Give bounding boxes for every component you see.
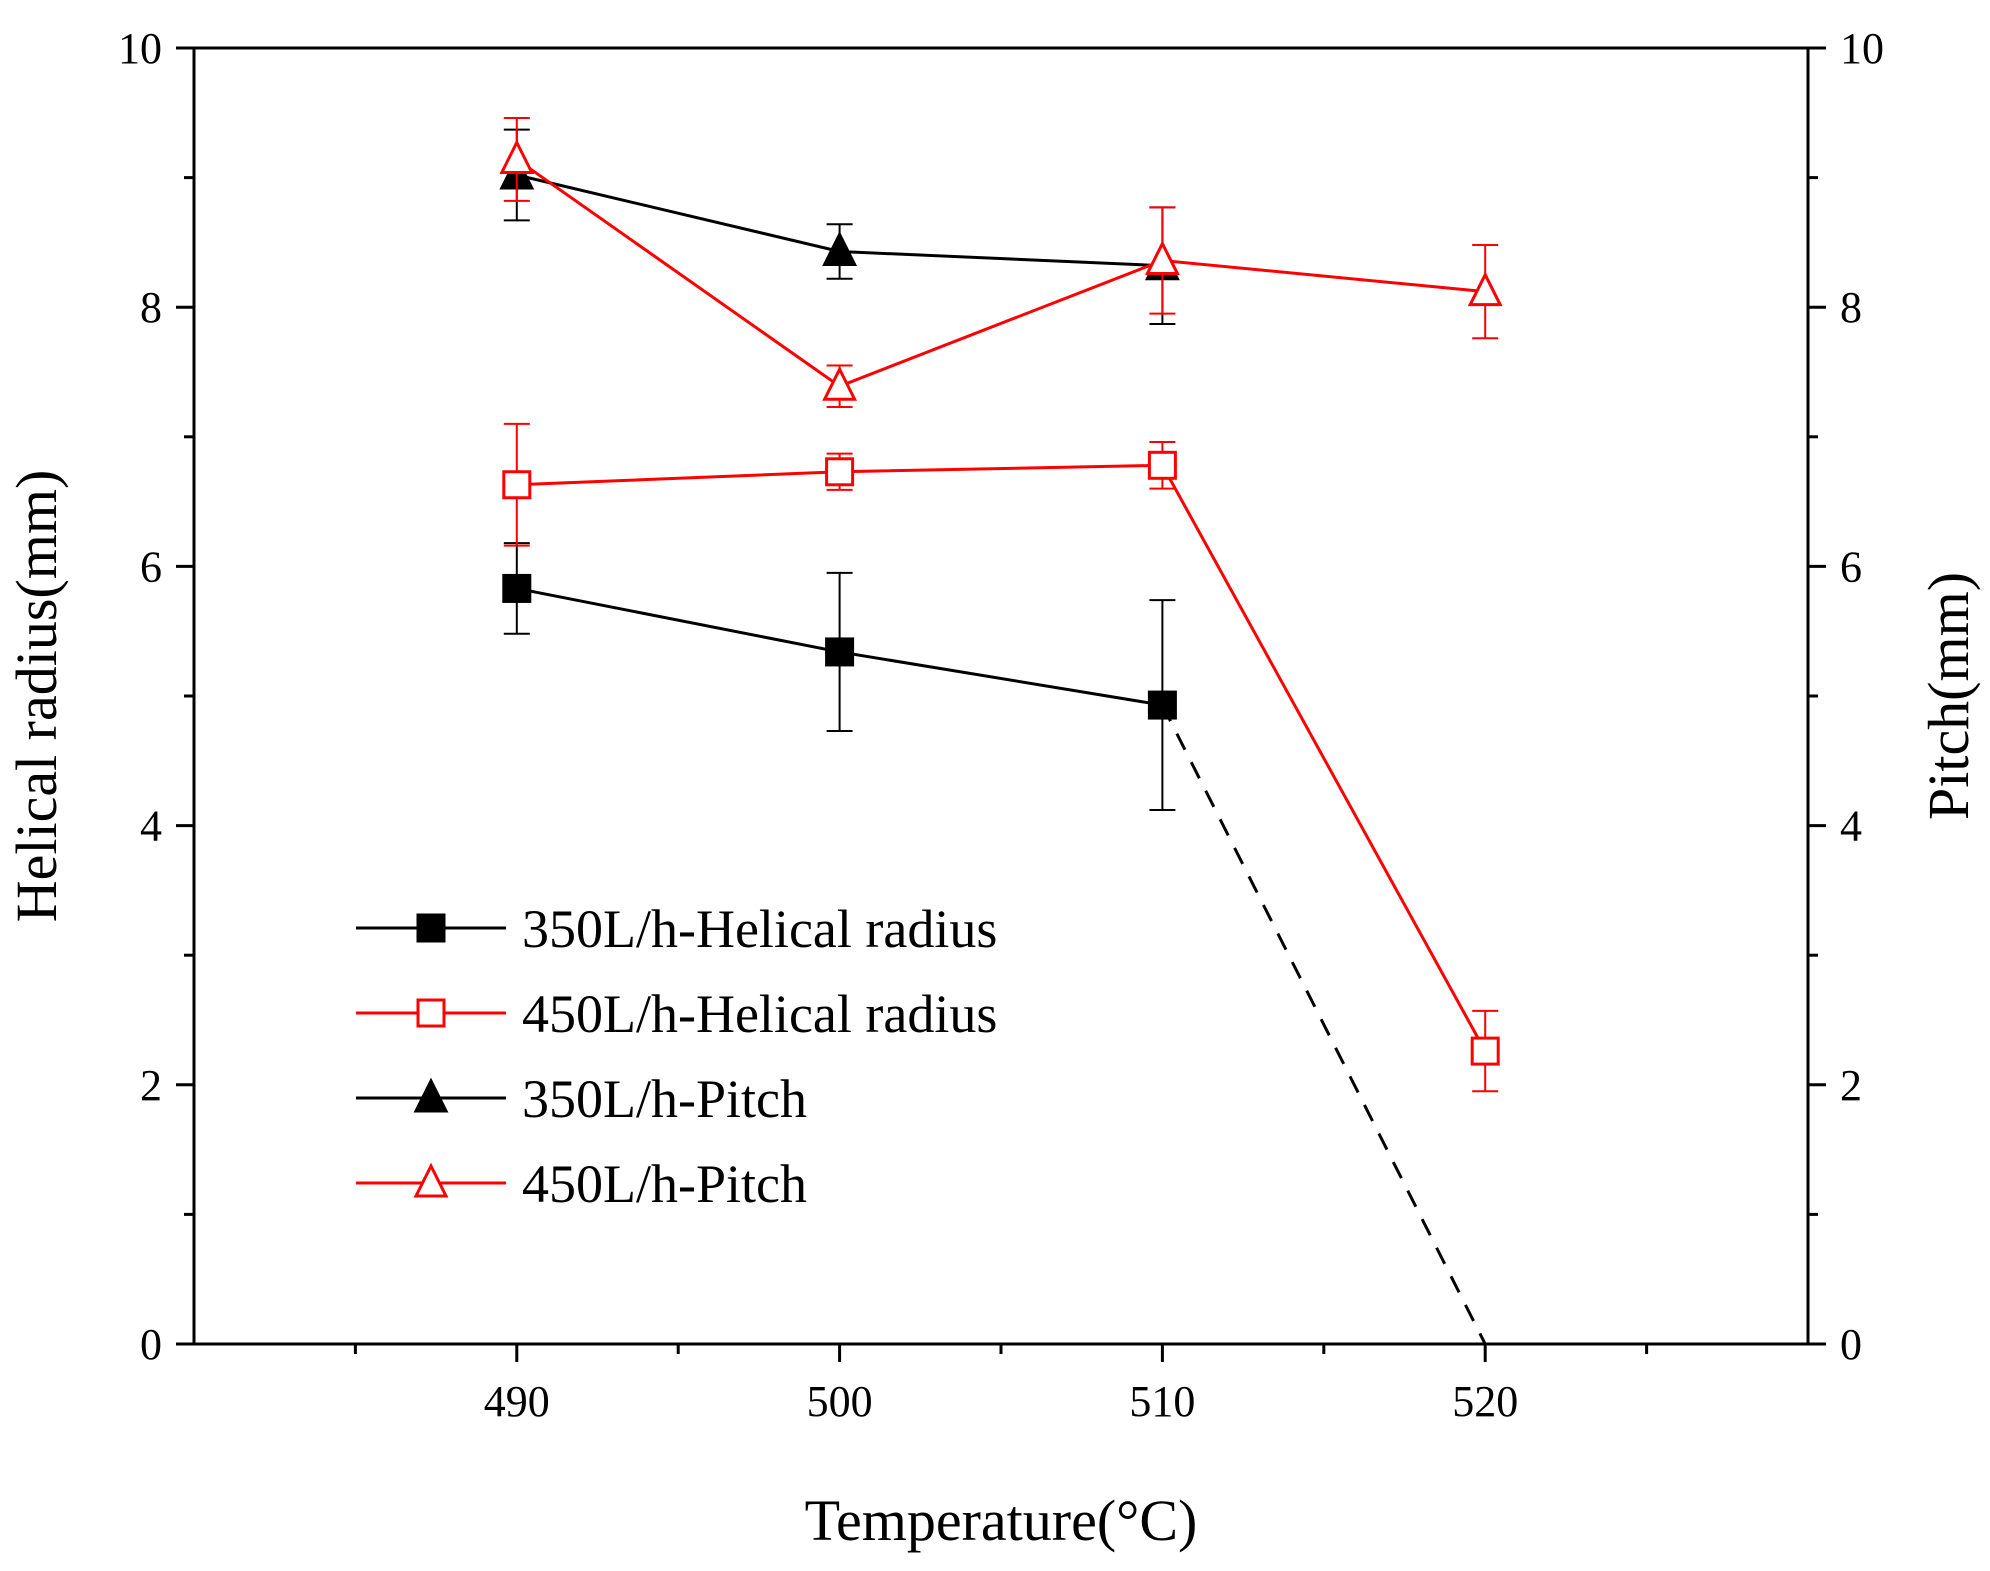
y-right-axis-title: Pitch(mm) bbox=[1916, 572, 1981, 820]
y-left-tick-label: 6 bbox=[140, 542, 162, 591]
y-right-tick-label: 6 bbox=[1840, 542, 1862, 591]
data-point bbox=[1470, 1036, 1500, 1066]
data-point bbox=[1144, 240, 1180, 276]
series-line bbox=[516, 463, 1487, 1052]
plot-area bbox=[499, 116, 1503, 1345]
legend: 350L/h-Helical radius 450L/h-Helical radi… bbox=[356, 899, 997, 1214]
y-right-tick-label: 0 bbox=[1840, 1320, 1862, 1369]
x-tick-label: 510 bbox=[1129, 1377, 1195, 1426]
plot-frame bbox=[192, 46, 1810, 1346]
legend-entry: 350L/h-Pitch bbox=[356, 1069, 807, 1129]
data-point bbox=[822, 365, 858, 401]
data-point bbox=[499, 139, 535, 174]
data-point bbox=[1147, 450, 1177, 480]
data-point bbox=[825, 637, 855, 667]
y-left-tick-label: 0 bbox=[140, 1320, 162, 1369]
y-left-tick-label: 8 bbox=[140, 283, 162, 332]
data-point bbox=[502, 470, 532, 500]
y-right-tick-label: 10 bbox=[1840, 24, 1884, 73]
legend-marker bbox=[413, 1077, 449, 1113]
legend-label: 350L/h-Pitch bbox=[522, 1069, 807, 1129]
data-point bbox=[1467, 271, 1503, 307]
x-tick-label: 520 bbox=[1452, 1377, 1518, 1426]
series-4 bbox=[499, 116, 1503, 408]
y-left-tick-label: 10 bbox=[118, 24, 162, 73]
legend-marker bbox=[416, 913, 446, 943]
legend-marker bbox=[413, 1162, 449, 1198]
y-left-axis-title: Helical radius(mm) bbox=[4, 470, 69, 923]
data-point bbox=[822, 231, 858, 266]
extrapolation-dashed-line bbox=[1161, 704, 1487, 1345]
y-right-tick-label: 8 bbox=[1840, 283, 1862, 332]
x-axis-title: Temperature(°C) bbox=[805, 1488, 1198, 1553]
legend-entry: 450L/h-Pitch bbox=[356, 1154, 807, 1214]
legend-label: 350L/h-Helical radius bbox=[522, 899, 997, 959]
x-tick-label: 500 bbox=[807, 1377, 873, 1426]
y-right-tick-label: 2 bbox=[1840, 1061, 1862, 1110]
legend-label: 450L/h-Helical radius bbox=[522, 984, 997, 1044]
legend-label: 450L/h-Pitch bbox=[522, 1154, 807, 1214]
y-left-tick-label: 4 bbox=[140, 802, 162, 851]
series-1 bbox=[502, 542, 1177, 812]
axes: 490 500 510 520 0 2 4 6 8 10 0 2 4 6 8 10 Temperature(°C… bbox=[4, 24, 1981, 1553]
data-point bbox=[1147, 690, 1177, 720]
legend-marker bbox=[416, 998, 446, 1028]
x-tick-label: 490 bbox=[484, 1377, 550, 1426]
legend-entry: 450L/h-Helical radius bbox=[356, 984, 997, 1044]
series-2 bbox=[502, 422, 1500, 1093]
y-right-tick-label: 4 bbox=[1840, 802, 1862, 851]
series-line bbox=[515, 158, 1486, 388]
data-point bbox=[825, 457, 855, 487]
data-point bbox=[502, 573, 532, 603]
legend-entry: 350L/h-Helical radius bbox=[356, 899, 997, 959]
y-left-tick-label: 2 bbox=[140, 1061, 162, 1110]
